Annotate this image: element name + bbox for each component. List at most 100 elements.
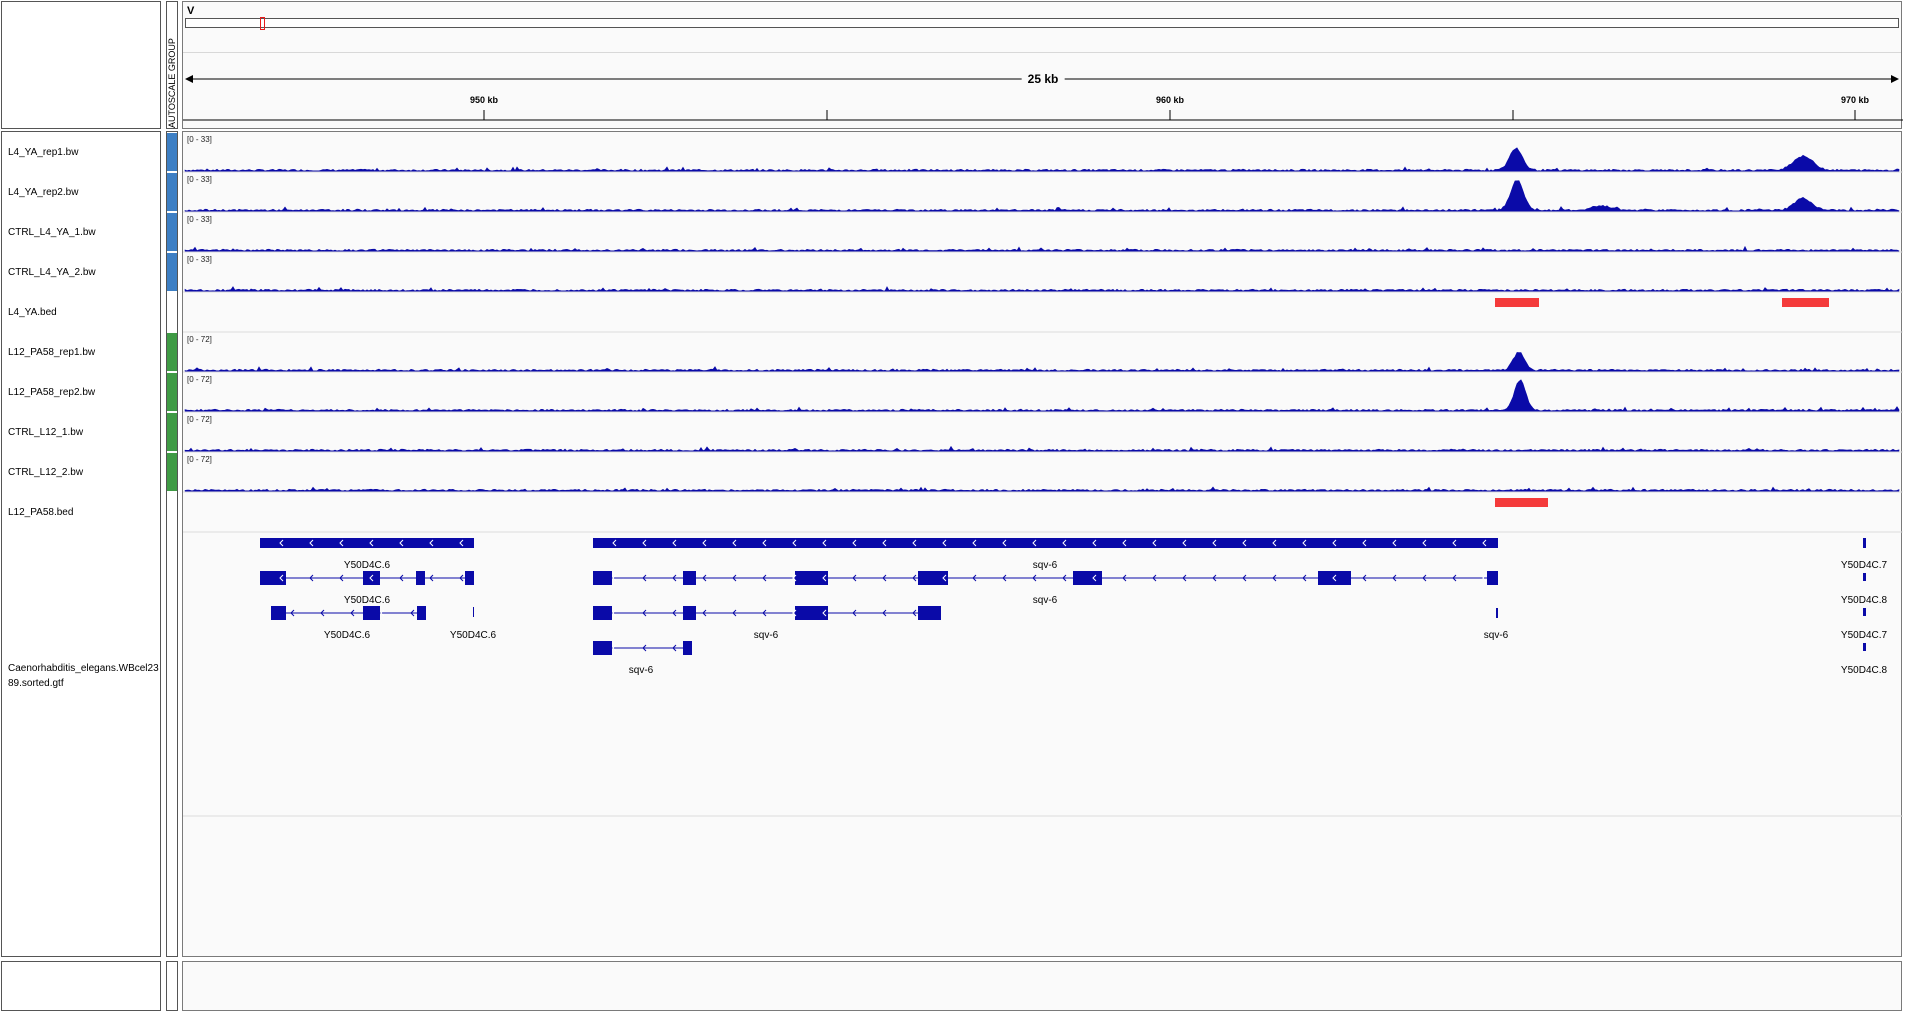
strand-arrow <box>792 574 797 582</box>
attribute-swatch <box>167 173 177 211</box>
strand-arrow <box>1092 539 1097 547</box>
gene-exon <box>416 571 425 585</box>
attribute-swatch <box>167 413 177 451</box>
strand-arrow <box>852 574 857 582</box>
tick-label-950kb: 950 kb <box>469 95 499 105</box>
gene-label[interactable]: sqv-6 <box>628 665 654 676</box>
gene-exon <box>271 606 286 620</box>
strand-arrow <box>822 539 827 547</box>
track-range-label: [0 - 33] <box>187 255 212 264</box>
strand-arrow <box>1182 539 1187 547</box>
strand-arrow <box>1242 574 1247 582</box>
strand-arrow <box>1152 574 1157 582</box>
track-range-label: [0 - 72] <box>187 375 212 384</box>
chromosome-ideogram[interactable] <box>185 18 1899 28</box>
strand-arrow <box>612 644 617 652</box>
strand-arrow <box>410 609 415 617</box>
strand-arrow <box>792 609 797 617</box>
strand-arrow <box>1122 574 1127 582</box>
gene-label[interactable]: sqv-6 <box>1483 630 1509 641</box>
strand-arrow <box>1332 574 1337 582</box>
bed-feature <box>1495 298 1539 307</box>
strand-arrow <box>1302 574 1307 582</box>
strand-arrow <box>612 574 617 582</box>
gene-exon <box>918 571 948 585</box>
track-name-ctrl-l12-2[interactable]: CTRL_L12_2.bw <box>8 467 84 478</box>
signal-area <box>184 445 1900 452</box>
track-name-l12-pa58-rep1[interactable]: L12_PA58_rep1.bw <box>8 347 96 358</box>
ruler-panel[interactable]: V 25 kb 950 kb 960 kb 970 kb <box>182 1 1903 129</box>
gene-exon <box>473 607 474 617</box>
gene-exon <box>260 571 273 585</box>
ideogram-separator <box>183 52 1901 53</box>
track-name-l12-pa58-rep2[interactable]: L12_PA58_rep2.bw <box>8 387 96 398</box>
strand-arrow <box>792 539 797 547</box>
bottom-name-panel <box>1 961 161 1011</box>
strand-arrow <box>912 609 917 617</box>
strand-arrow <box>642 644 647 652</box>
strand-arrow <box>459 539 464 547</box>
track-name-l4-ya-rep1[interactable]: L4_YA_rep1.bw <box>8 147 79 158</box>
strand-arrow <box>702 609 707 617</box>
strand-arrow <box>672 539 677 547</box>
strand-arrow <box>369 539 374 547</box>
gene-exon <box>260 538 474 548</box>
gene-exon <box>683 606 696 620</box>
signal-area <box>184 379 1900 412</box>
gtf-name-line2: 89.sorted.gtf <box>8 678 64 689</box>
attribute-panel <box>166 131 178 957</box>
gene-label[interactable]: Y50D4C.8 <box>1840 595 1888 606</box>
gene-label[interactable]: Y50D4C.6 <box>343 560 391 571</box>
strand-arrow <box>1272 574 1277 582</box>
strand-arrow <box>912 574 917 582</box>
gene-label[interactable]: sqv-6 <box>753 630 779 641</box>
gene-exon <box>1863 573 1866 581</box>
gene-label[interactable]: sqv-6 <box>1032 560 1058 571</box>
strand-arrow <box>399 574 404 582</box>
bottom-attribute-panel <box>166 961 178 1011</box>
strand-arrow <box>1482 539 1487 547</box>
track-name-ctrl-l4-ya-2[interactable]: CTRL_L4_YA_2.bw <box>8 267 96 278</box>
bed-feature <box>1495 498 1548 507</box>
gene-exon <box>1073 571 1102 585</box>
track-name-panel: L4_YA_rep1.bw L4_YA_rep2.bw CTRL_L4_YA_1… <box>1 131 161 957</box>
strand-arrow <box>290 609 295 617</box>
gene-exon <box>593 571 612 585</box>
strand-arrow <box>822 609 827 617</box>
track-name-gtf[interactable]: Caenorhabditis_elegans.WBcel23 89.sorted… <box>8 661 168 691</box>
gene-label[interactable]: Y50D4C.7 <box>1840 560 1888 571</box>
gene-label[interactable]: sqv-6 <box>1032 595 1058 606</box>
strand-arrow <box>1272 539 1277 547</box>
gene-label[interactable]: Y50D4C.8 <box>1840 665 1888 676</box>
strand-arrow <box>672 609 677 617</box>
strand-arrow <box>1422 539 1427 547</box>
track-name-l4-ya-bed[interactable]: L4_YA.bed <box>8 307 57 318</box>
current-region-marker[interactable] <box>260 17 265 30</box>
strand-arrow <box>1302 539 1307 547</box>
strand-arrow <box>1392 539 1397 547</box>
strand-arrow <box>732 539 737 547</box>
gene-exon <box>1487 571 1498 585</box>
strand-arrow <box>732 609 737 617</box>
track-name-ctrl-l12-1[interactable]: CTRL_L12_1.bw <box>8 427 84 438</box>
gene-label[interactable]: Y50D4C.6 <box>449 630 497 641</box>
gene-exon <box>1496 608 1498 618</box>
strand-arrow <box>399 539 404 547</box>
strand-arrow <box>672 574 677 582</box>
strand-arrow <box>1122 539 1127 547</box>
chromosome-label: V <box>187 5 195 17</box>
strand-arrow <box>1032 539 1037 547</box>
gene-exon <box>593 606 612 620</box>
strand-arrow <box>882 609 887 617</box>
data-panel[interactable]: [0 - 33] [0 - 33] [0 - 33] [0 - 33] [0 - 72]… <box>182 131 1903 957</box>
track-name-l4-ya-rep2[interactable]: L4_YA_rep2.bw <box>8 187 79 198</box>
strand-arrow <box>972 539 977 547</box>
strand-arrow <box>1242 539 1247 547</box>
gene-exon <box>1318 571 1351 585</box>
strand-arrow <box>942 574 947 582</box>
track-name-l12-pa58-bed[interactable]: L12_PA58.bed <box>8 507 74 518</box>
gene-label[interactable]: Y50D4C.6 <box>343 595 391 606</box>
gene-label[interactable]: Y50D4C.7 <box>1840 630 1888 641</box>
track-name-ctrl-l4-ya-1[interactable]: CTRL_L4_YA_1.bw <box>8 227 96 238</box>
gene-label[interactable]: Y50D4C.6 <box>323 630 371 641</box>
